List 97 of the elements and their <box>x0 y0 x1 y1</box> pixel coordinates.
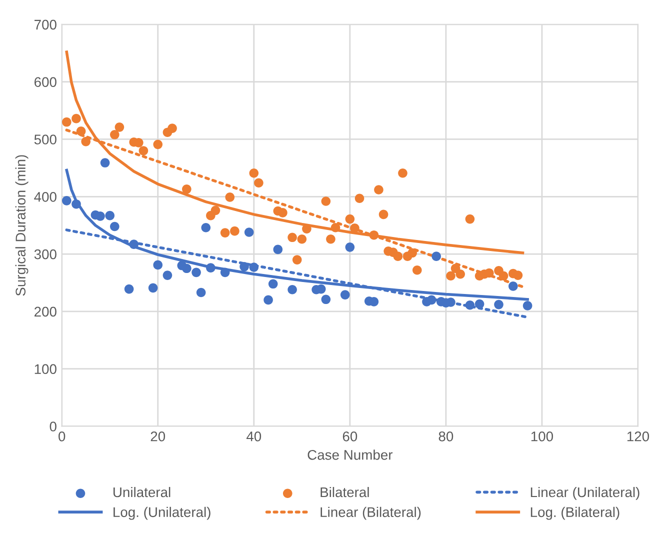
point <box>273 244 283 254</box>
point <box>264 295 273 305</box>
point <box>81 136 91 146</box>
point <box>110 130 120 140</box>
point <box>297 234 307 244</box>
point <box>278 208 288 218</box>
point <box>393 252 403 261</box>
point <box>206 263 216 272</box>
x-tick-label: 40 <box>246 431 262 442</box>
point <box>321 196 331 206</box>
point <box>72 199 81 209</box>
point <box>432 252 441 261</box>
point <box>114 122 124 132</box>
point <box>374 185 384 194</box>
point <box>129 240 139 249</box>
y-tick-label: 200 <box>34 306 56 317</box>
point <box>124 284 134 294</box>
point <box>522 301 532 310</box>
point <box>153 140 163 150</box>
point <box>326 234 336 244</box>
point <box>378 210 388 220</box>
point <box>412 265 422 275</box>
point <box>100 158 110 168</box>
y-tick-label: 300 <box>34 249 56 260</box>
point <box>153 260 163 270</box>
x-tick-label: 60 <box>342 431 358 442</box>
point <box>249 262 259 272</box>
point <box>249 168 259 178</box>
point <box>201 222 211 232</box>
point <box>498 271 508 281</box>
point <box>456 269 465 279</box>
point <box>72 114 81 124</box>
point <box>148 283 158 293</box>
legend-label: Linear (Bilateral) <box>320 506 421 520</box>
point <box>182 264 192 274</box>
point <box>62 117 72 127</box>
y-axis-title: Surgical Duration (min) <box>15 155 28 296</box>
point <box>76 126 86 136</box>
point <box>105 210 115 220</box>
point <box>369 297 379 306</box>
point <box>446 271 456 281</box>
y-tick-label: 500 <box>34 134 56 144</box>
x-tick-label: 20 <box>150 431 166 442</box>
point <box>465 300 475 310</box>
x-axis-title: Case Number <box>308 450 393 460</box>
point <box>192 268 201 278</box>
y-tick-label: 100 <box>34 364 56 374</box>
point <box>350 224 360 233</box>
point <box>288 232 297 242</box>
x-tick-label: 120 <box>627 431 650 442</box>
point <box>240 262 249 272</box>
point <box>354 194 364 204</box>
point <box>465 214 475 224</box>
x-tick-label: 80 <box>438 431 454 442</box>
point <box>508 282 518 291</box>
point <box>398 168 408 178</box>
point <box>230 226 240 236</box>
point <box>484 268 494 278</box>
point <box>254 178 264 188</box>
point <box>210 206 220 216</box>
y-tick-label: 400 <box>34 192 56 202</box>
point <box>494 300 504 310</box>
point <box>96 212 105 221</box>
y-tick-label: 600 <box>34 77 56 88</box>
point <box>340 290 350 300</box>
legend-label: Log. (Bilateral) <box>530 506 620 520</box>
x-tick-label: 0 <box>58 431 66 442</box>
point <box>345 214 355 224</box>
point <box>369 230 379 240</box>
point <box>426 295 436 305</box>
point <box>168 124 177 133</box>
point <box>162 270 172 280</box>
y-tick-label: 0 <box>50 422 56 432</box>
point <box>110 222 120 232</box>
legend-label: Linear (Unilateral) <box>530 486 640 500</box>
point <box>196 288 206 298</box>
legend-label: Unilateral <box>114 486 170 498</box>
legend-label: Bilateral <box>320 486 369 498</box>
point <box>408 248 417 258</box>
point <box>292 255 302 264</box>
y-tick-label: 700 <box>34 20 56 30</box>
legend-label: Log. (Unilateral) <box>114 506 210 520</box>
point <box>244 228 254 237</box>
point <box>138 146 148 156</box>
point <box>62 196 72 206</box>
point <box>268 279 278 289</box>
point <box>330 222 340 232</box>
point <box>345 242 355 252</box>
point <box>513 270 523 280</box>
point <box>288 284 297 294</box>
point <box>220 268 230 278</box>
point <box>220 228 230 238</box>
point <box>474 299 484 309</box>
point <box>321 294 331 304</box>
point <box>225 192 235 202</box>
x-tick-label: 100 <box>531 431 553 442</box>
point <box>182 184 192 194</box>
